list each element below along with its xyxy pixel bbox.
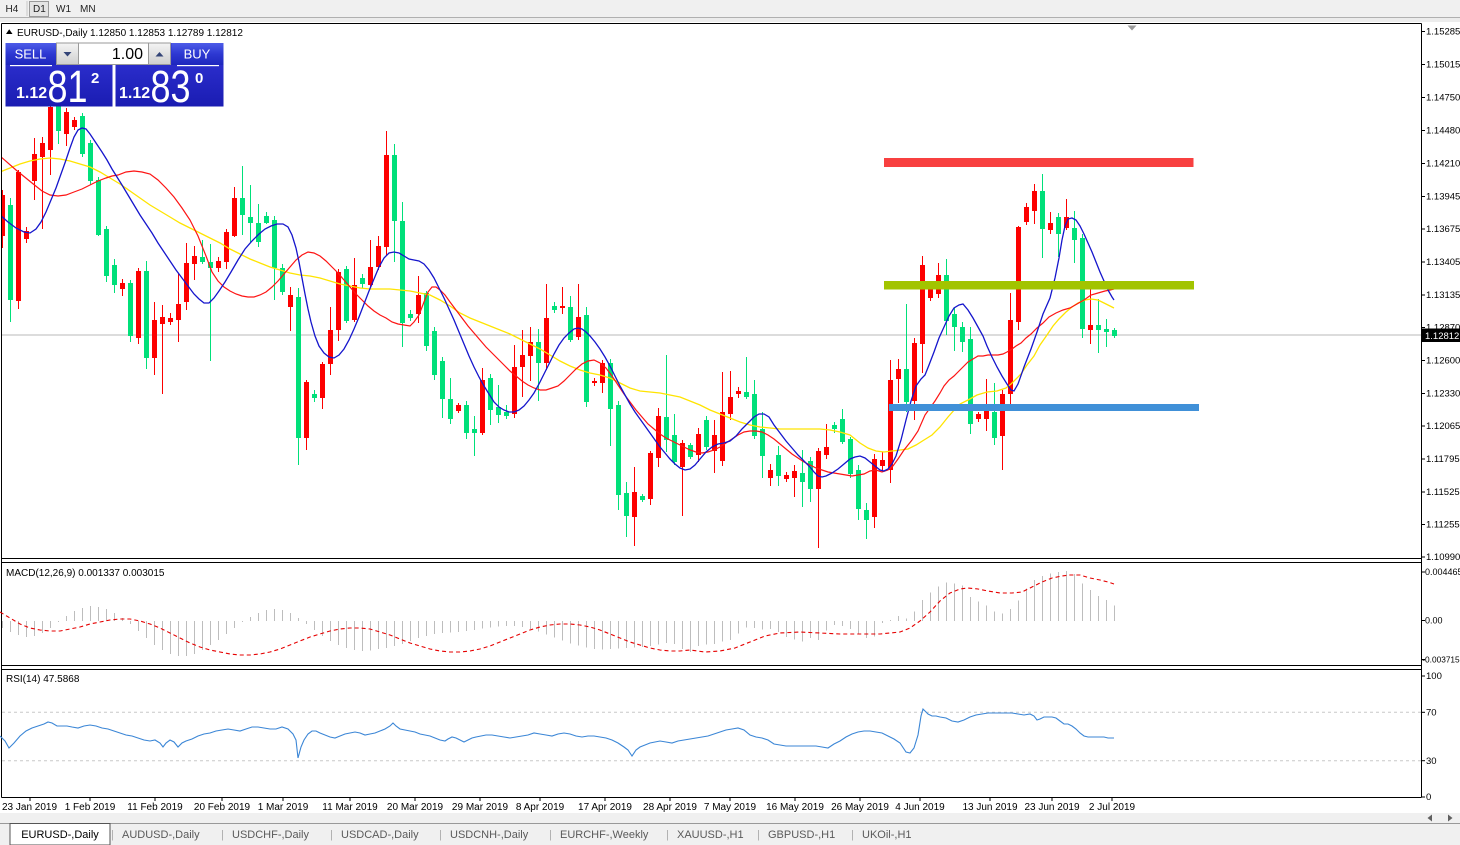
svg-text:|: | (549, 829, 552, 841)
svg-text:0.004465: 0.004465 (1425, 567, 1460, 577)
svg-text:|: | (221, 829, 224, 841)
svg-text:1.14210: 1.14210 (1426, 159, 1460, 170)
svg-text:1.12330: 1.12330 (1426, 389, 1460, 400)
svg-text:20 Mar 2019: 20 Mar 2019 (387, 802, 444, 813)
svg-text:EURUSD-,Daily: EURUSD-,Daily (21, 829, 99, 841)
svg-text:100: 100 (1426, 671, 1442, 682)
svg-text:1 Feb 2019: 1 Feb 2019 (65, 802, 116, 813)
svg-text:0: 0 (1426, 792, 1431, 803)
svg-text:30: 30 (1426, 756, 1437, 767)
svg-text:17 Apr 2019: 17 Apr 2019 (578, 802, 632, 813)
svg-text:1.15015: 1.15015 (1426, 60, 1460, 71)
svg-text:20 Feb 2019: 20 Feb 2019 (194, 802, 251, 813)
svg-text:23 Jan 2019: 23 Jan 2019 (2, 802, 57, 813)
svg-text:|: | (757, 829, 760, 841)
svg-text:23 Jun 2019: 23 Jun 2019 (1024, 802, 1079, 813)
svg-text:|: | (330, 829, 333, 841)
svg-text:0.00: 0.00 (1425, 616, 1443, 626)
svg-text:SELL: SELL (15, 47, 47, 62)
svg-text:1.12065: 1.12065 (1426, 421, 1460, 432)
svg-text:11 Feb 2019: 11 Feb 2019 (127, 802, 183, 813)
svg-text:USDCHF-,Daily: USDCHF-,Daily (232, 829, 310, 841)
svg-text:BUY: BUY (184, 47, 211, 62)
svg-text:W1: W1 (56, 4, 71, 15)
svg-text:8 Apr 2019: 8 Apr 2019 (516, 802, 565, 813)
svg-text:1.13945: 1.13945 (1426, 192, 1460, 203)
svg-text:|: | (666, 829, 669, 841)
svg-text:1.14750: 1.14750 (1426, 93, 1460, 104)
svg-text:29 Mar 2019: 29 Mar 2019 (452, 802, 509, 813)
svg-text:|: | (111, 829, 114, 841)
svg-text:26 May 2019: 26 May 2019 (831, 802, 889, 813)
svg-text:1.11255: 1.11255 (1426, 520, 1460, 531)
svg-text:XAUUSD-,H1: XAUUSD-,H1 (677, 829, 744, 841)
svg-text:1.00: 1.00 (112, 46, 143, 63)
svg-text:28 Apr 2019: 28 Apr 2019 (643, 802, 697, 813)
svg-text:11 Mar 2019: 11 Mar 2019 (322, 802, 378, 813)
svg-text:1.14480: 1.14480 (1426, 126, 1460, 137)
svg-text:13 Jun 2019: 13 Jun 2019 (962, 802, 1017, 813)
svg-text:70: 70 (1426, 708, 1437, 719)
svg-text:D1: D1 (33, 4, 46, 15)
svg-text:1.12: 1.12 (16, 85, 47, 102)
svg-text:|: | (851, 829, 854, 841)
svg-text:81: 81 (48, 61, 88, 112)
svg-text:4 Jun 2019: 4 Jun 2019 (895, 802, 945, 813)
svg-text:1.11795: 1.11795 (1426, 454, 1460, 465)
svg-text:1.13135: 1.13135 (1426, 290, 1460, 301)
svg-text:1.12600: 1.12600 (1426, 356, 1460, 367)
svg-text:2 Jul 2019: 2 Jul 2019 (1089, 802, 1136, 813)
svg-text:1.15285: 1.15285 (1426, 27, 1460, 38)
svg-text:USDCNH-,Daily: USDCNH-,Daily (450, 829, 529, 841)
svg-text:GBPUSD-,H1: GBPUSD-,H1 (768, 829, 835, 841)
svg-text:EURUSD-,Daily: EURUSD-,Daily (17, 28, 88, 39)
svg-text:1 Mar 2019: 1 Mar 2019 (258, 802, 309, 813)
svg-text:EURCHF-,Weekly: EURCHF-,Weekly (560, 829, 649, 841)
svg-text:RSI(14) 47.5868: RSI(14) 47.5868 (6, 674, 80, 685)
svg-text:USDCAD-,Daily: USDCAD-,Daily (341, 829, 419, 841)
svg-text:7 May 2019: 7 May 2019 (704, 802, 757, 813)
svg-text:|: | (439, 829, 442, 841)
svg-text:1.12: 1.12 (119, 85, 150, 102)
svg-text:1.12850 1.12853 1.12789 1.1281: 1.12850 1.12853 1.12789 1.12812 (90, 28, 243, 39)
svg-text:AUDUSD-,Daily: AUDUSD-,Daily (122, 829, 200, 841)
svg-text:1.13675: 1.13675 (1426, 224, 1460, 235)
svg-text:1.12812: 1.12812 (1425, 331, 1459, 342)
svg-text:1.13405: 1.13405 (1426, 257, 1460, 268)
svg-text:16 May 2019: 16 May 2019 (766, 802, 824, 813)
svg-text:2: 2 (91, 70, 99, 87)
svg-text:83: 83 (150, 61, 190, 112)
svg-text:UKOil-,H1: UKOil-,H1 (862, 829, 912, 841)
svg-text:MN: MN (80, 4, 96, 15)
svg-text:0: 0 (195, 70, 203, 87)
svg-text:1.12870: 1.12870 (1426, 323, 1460, 334)
svg-text:H4: H4 (6, 4, 19, 15)
svg-text:-0.003715: -0.003715 (1422, 655, 1460, 665)
svg-text:MACD(12,26,9) 0.001337 0.00301: MACD(12,26,9) 0.001337 0.003015 (6, 568, 165, 579)
svg-text:1.11525: 1.11525 (1426, 487, 1460, 498)
svg-text:1.10990: 1.10990 (1426, 552, 1460, 563)
